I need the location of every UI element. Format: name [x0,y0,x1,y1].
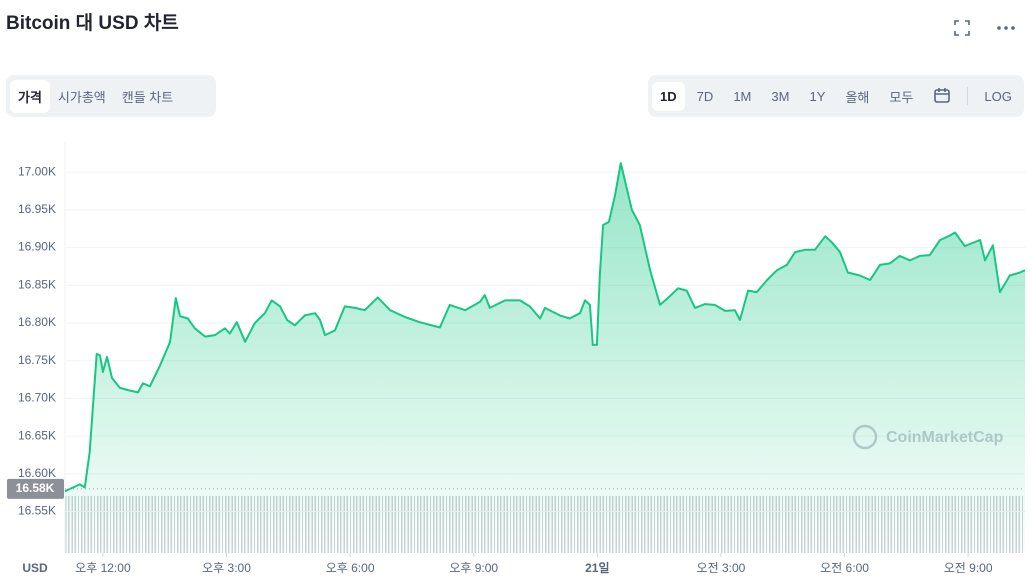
log-toggle[interactable]: LOG [984,88,1012,104]
x-tick-label: 오전 9:00 [944,561,993,575]
y-tick-label: 16.80K [18,315,56,329]
range-tab[interactable]: 올해 [845,89,870,105]
chart-tabs: 가격 시가총액 캔들 차트 [6,75,216,117]
x-tick-label: 오전 3:00 [697,561,746,575]
x-tick-label: 오후 3:00 [202,561,251,575]
y-tick-label: 16.55K [18,504,56,518]
baseline-label: 16.58K [16,481,55,495]
y-tick-label: 16.60K [18,466,56,480]
y-tick-label: 17.00K [18,164,56,178]
header-icons [954,20,1015,36]
x-tick-label: 21일 [585,561,609,575]
chart-tab[interactable]: 캔들 차트 [121,89,174,105]
baseline-label-bg [7,478,64,499]
calendar-icon [934,87,951,103]
area-fill [65,163,1025,553]
range-tabs: 1D 7D 1M 3M 1Y 올해 모두 LOG [648,75,1024,117]
chart-tab[interactable]: 가격 [10,79,50,113]
range-tab[interactable]: 1M [733,88,752,104]
y-tick-label: 16.90K [18,240,56,254]
calendar-button[interactable] [925,80,959,113]
range-tab[interactable]: 7D [696,88,714,104]
y-tick-label: 16.65K [18,428,56,442]
chart-title: Bitcoin 대 USD 차트 [6,13,179,34]
y-axis-label: USD [22,561,48,575]
more-icon[interactable] [997,26,1015,30]
fullscreen-icon[interactable] [954,20,970,36]
range-tab[interactable]: 모두 [889,89,914,105]
y-tick-label: 16.70K [18,391,56,405]
range-tab[interactable]: 1Y [809,88,826,104]
y-tick-label: 16.75K [18,353,56,367]
x-tick-label: 오전 6:00 [820,561,869,575]
y-tick-label: 16.85K [18,277,56,291]
y-tick-label: 16.95K [18,202,56,216]
chart-tab[interactable]: 시가총액 [57,89,106,105]
range-tab[interactable]: 1D [652,81,685,111]
x-tick-label: 오후 6:00 [326,561,375,575]
x-tick-label: 오후 9:00 [449,561,498,575]
range-tab[interactable]: 3M [771,88,790,104]
price-line [64,162,1026,493]
separator [967,87,969,105]
x-tick-label: 오후 12:00 [75,561,131,575]
